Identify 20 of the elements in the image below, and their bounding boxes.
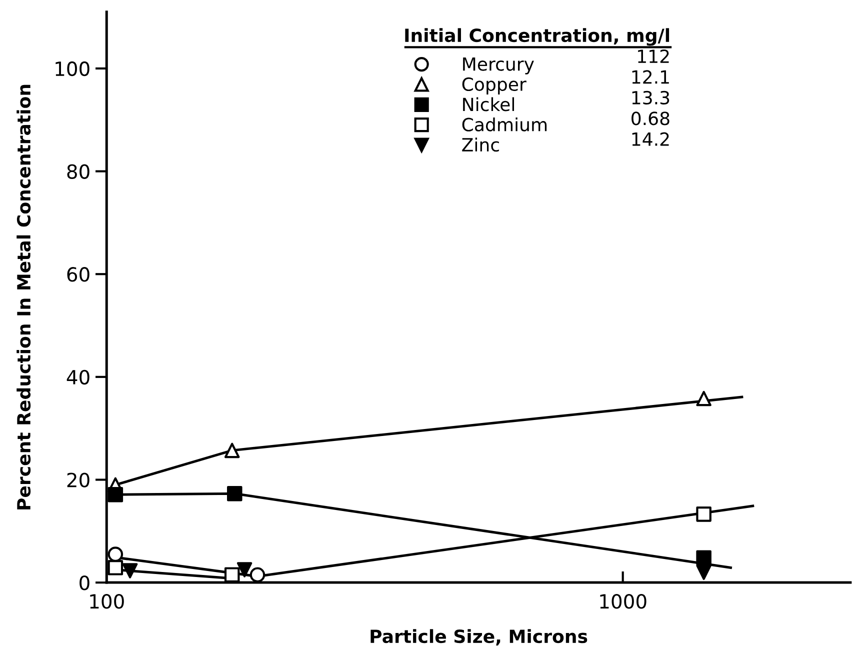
y-tick-label: 0 <box>80 576 90 590</box>
y-tick-label: 100 <box>56 61 90 76</box>
legend-label: Nickel <box>463 97 514 112</box>
y-tick-label: 60 <box>67 267 90 282</box>
x-axis-title: Particle Size, Microns <box>370 629 588 646</box>
legend-label: Mercury <box>463 57 534 74</box>
y-tick-label: 40 <box>66 370 90 385</box>
y-axis-title: Percent Reduction In Metal Concentration <box>16 84 31 510</box>
annotation: 112 <box>638 49 669 63</box>
annotation: 12.1 <box>632 70 669 84</box>
annotation: 14.2 <box>632 132 669 146</box>
annotation: 13.3 <box>632 90 670 105</box>
legend-label: Copper <box>462 77 526 95</box>
x-tick-label: 1000 <box>600 594 646 609</box>
y-tick-label: 20 <box>67 472 90 488</box>
legend-label: Zinc <box>462 138 499 152</box>
legend-label: Cadmium <box>462 117 547 132</box>
legend-title: Initial Concentration, mg/l <box>405 28 670 46</box>
y-tick-label: 80 <box>67 164 90 179</box>
annotation: 0.68 <box>632 112 670 126</box>
